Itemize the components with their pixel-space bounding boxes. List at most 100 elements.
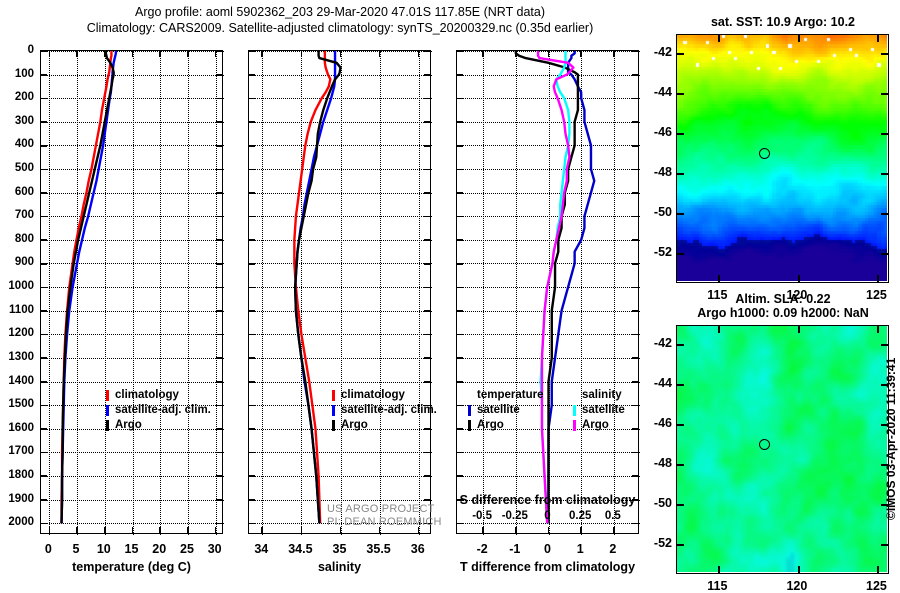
depth-tick: [249, 451, 255, 454]
depth-tick: [457, 357, 463, 360]
value-tick: [261, 51, 264, 57]
value-tick: [547, 527, 550, 533]
legend-heading: temperature: [477, 389, 544, 401]
sla-map-title-line1: Altim. SLA: 0.22: [735, 292, 831, 306]
map-lat-tick: [677, 544, 684, 546]
temperature-panel-curves: [60, 51, 118, 524]
legend-item: climatology: [104, 388, 211, 403]
map-lat-label: -48: [653, 456, 672, 470]
value-tick-label: 15: [124, 542, 139, 556]
difference-panel-curves: [514, 51, 596, 524]
depth-tick: [249, 286, 255, 289]
map-lat-tick: [677, 133, 684, 135]
depth-tick: [41, 192, 47, 194]
sst-map: [676, 34, 889, 283]
value-gridline: [379, 51, 381, 535]
depth-tick: [457, 239, 463, 241]
depth-tick: [632, 144, 638, 147]
map-lon-tick: [797, 326, 800, 333]
depth-tick-label: 1800: [8, 468, 34, 481]
depth-tick-label: 900: [14, 256, 34, 269]
legend-label: satellite-adj. clim.: [115, 404, 211, 416]
depth-tick: [632, 286, 638, 289]
legend-swatch: [332, 390, 335, 401]
depth-tick: [457, 522, 463, 525]
depth-tick: [632, 97, 638, 100]
depth-tick: [457, 168, 463, 171]
depth-tick: [216, 121, 222, 123]
value-tick: [159, 51, 162, 57]
depth-tick: [632, 499, 638, 501]
depth-tick: [457, 74, 463, 76]
value-tick: [613, 527, 615, 533]
depth-tick: [216, 50, 222, 53]
depth-tick: [457, 215, 463, 218]
value-tick-label: 34.5: [288, 542, 313, 556]
depth-tick: [216, 333, 222, 336]
map-lon-tick: [718, 326, 720, 333]
map-lon-tick: [877, 326, 880, 333]
value-tick: [378, 51, 381, 57]
sla-map: [676, 325, 889, 574]
depth-tick-label: 1700: [8, 445, 34, 458]
map-lat-tick: [881, 53, 888, 55]
depth-tick-label: 700: [14, 209, 34, 222]
value-tick: [300, 527, 303, 533]
value-gridline: [548, 51, 550, 535]
legend-label: satellite-adj. clim.: [341, 404, 437, 416]
depth-tick: [249, 499, 255, 501]
legend-item: satellite-adj. clim.: [330, 403, 437, 418]
legend-label: Argo: [115, 419, 142, 431]
depth-tick: [424, 239, 430, 241]
value-gridline: [340, 51, 342, 535]
series-argo: [60, 51, 115, 524]
map-lon-label: 115: [707, 579, 728, 593]
value-tick: [187, 527, 189, 533]
map-lat-tick: [677, 504, 684, 506]
legend-swatch: [332, 405, 335, 416]
depth-tick: [249, 239, 255, 241]
depth-tick: [457, 310, 463, 312]
depth-tick-label: 1500: [8, 398, 34, 411]
depth-tick: [216, 168, 222, 171]
value-tick: [300, 51, 303, 57]
value-tick: [159, 527, 162, 533]
depth-tick: [216, 192, 222, 194]
depth-tick: [249, 168, 255, 171]
map-lat-tick: [677, 253, 684, 255]
depth-tick: [41, 121, 47, 123]
value-tick: [378, 527, 381, 533]
figure-title-line1: Argo profile: aoml 5902362_203 29-Mar-20…: [135, 5, 545, 19]
depth-tick: [41, 144, 47, 147]
depth-tick: [41, 215, 47, 218]
depth-tick: [249, 404, 255, 407]
legend-item: Argo: [571, 418, 625, 433]
map-lat-tick: [881, 424, 888, 426]
map-lat-tick: [881, 93, 888, 95]
depth-tick: [249, 215, 255, 218]
value-gridline: [483, 51, 485, 535]
depth-tick: [216, 522, 222, 525]
map-lat-tick: [677, 344, 684, 346]
value-gridline: [613, 51, 615, 535]
depth-tick: [249, 522, 255, 525]
depth-tick: [632, 121, 638, 123]
salinity-panel-legend: climatology satellite-adj. clim. Argo: [330, 388, 437, 433]
map-lat-tick: [881, 213, 888, 215]
depth-tick: [424, 168, 430, 171]
map-lon-tick: [797, 35, 800, 42]
depth-tick: [457, 144, 463, 147]
legend-label: satellite: [477, 404, 520, 416]
map-lat-label: -50: [653, 496, 672, 510]
legend-item: satellite-adj. clim.: [104, 403, 211, 418]
depth-tick: [249, 428, 255, 430]
depth-tick: [457, 192, 463, 194]
figure-title-line2: Climatology: CARS2009. Satellite-adjuste…: [86, 21, 594, 35]
depth-tick: [41, 451, 47, 454]
depth-tick: [457, 499, 463, 501]
depth-tick: [216, 357, 222, 360]
depth-tick: [216, 239, 222, 241]
depth-tick: [632, 168, 638, 171]
map-lon-label: 120: [786, 288, 808, 302]
depth-tick: [632, 522, 638, 525]
